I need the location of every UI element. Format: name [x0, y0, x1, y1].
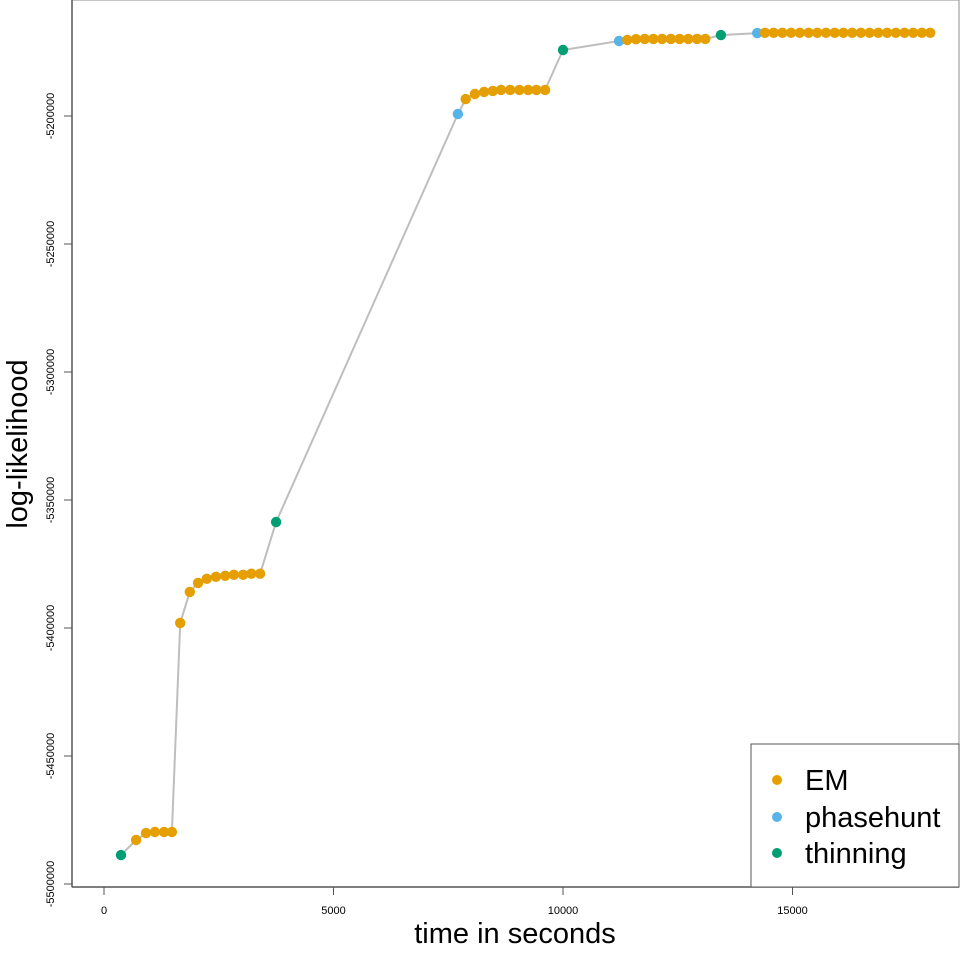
data-point-em	[514, 84, 525, 96]
data-point-em	[130, 834, 142, 846]
data-point-em	[505, 84, 516, 96]
data-point-em	[803, 27, 814, 38]
data-point-thinning	[270, 516, 282, 528]
data-point-em	[184, 586, 195, 598]
data-point-thinning	[557, 44, 569, 56]
data-point-em	[539, 84, 551, 96]
data-point-thinning	[115, 849, 127, 861]
data-point-em	[908, 27, 919, 38]
data-point-em	[691, 33, 703, 45]
data-point-em	[847, 27, 858, 38]
legend: EM phasehunt thinning	[750, 743, 960, 888]
data-point-em	[140, 827, 152, 839]
data-point-em	[246, 568, 257, 579]
data-point-phasehunt	[752, 27, 763, 39]
data-point-em	[630, 34, 642, 45]
data-point-em	[522, 84, 534, 96]
y-tick-label: -5400000	[45, 605, 57, 652]
data-point-em	[656, 33, 668, 45]
data-point-em	[460, 93, 471, 105]
y-tick-label: -5350000	[45, 477, 57, 524]
data-point-em	[201, 573, 212, 584]
data-point-em	[495, 84, 507, 96]
legend-label-phasehunt: phasehunt	[805, 802, 940, 834]
data-point-phasehunt	[613, 35, 625, 47]
data-point-em	[166, 826, 178, 838]
data-point-em	[531, 84, 542, 96]
data-point-em	[237, 569, 249, 580]
data-point-em	[192, 577, 204, 589]
data-point-em	[622, 34, 633, 46]
data-point-em	[768, 27, 779, 38]
data-point-em	[812, 27, 823, 38]
data-point-em	[149, 826, 161, 838]
data-point-em	[873, 27, 884, 38]
x-ticks: 0 5000 10000 15000	[101, 887, 808, 917]
x-tick-label: 10000	[548, 905, 579, 917]
data-point-em	[158, 826, 170, 838]
data-point-em	[683, 33, 694, 45]
data-point-em	[925, 27, 936, 38]
x-tick-label: 15000	[777, 905, 808, 917]
x-tick-label: 5000	[321, 905, 345, 917]
data-point-em	[864, 27, 875, 38]
legend-label-em: EM	[805, 765, 849, 797]
data-point-em	[254, 568, 266, 579]
y-tick-label: -5200000	[45, 93, 57, 140]
data-point-em	[478, 86, 490, 98]
data-point-em	[665, 33, 677, 45]
data-point-em	[794, 27, 805, 38]
data-points	[115, 27, 936, 861]
data-point-em	[469, 88, 481, 100]
data-point-em	[700, 33, 711, 45]
y-tick-label: -5250000	[45, 221, 57, 268]
data-point-em	[759, 27, 771, 38]
data-point-em	[829, 27, 840, 38]
data-point-em	[899, 27, 910, 38]
legend-marker-thinning	[772, 848, 782, 858]
data-point-em	[881, 27, 893, 38]
data-point-em	[855, 27, 867, 38]
data-point-em	[777, 27, 788, 38]
data-point-em	[838, 27, 849, 38]
data-point-em	[674, 33, 685, 45]
legend-marker-phasehunt	[772, 812, 782, 822]
x-tick-label: 0	[101, 905, 107, 917]
data-point-em	[639, 33, 650, 45]
data-point-em	[916, 27, 928, 38]
data-point-em	[890, 27, 901, 38]
data-point-em	[820, 27, 832, 38]
data-point-phasehunt	[452, 108, 464, 120]
data-point-thinning	[715, 29, 727, 41]
y-axis-title: log-likelihood	[2, 359, 34, 528]
y-ticks: -5500000 -5450000 -5400000 -5350000 -5300000…	[45, 93, 72, 908]
y-tick-label: -5450000	[45, 733, 57, 780]
y-tick-label: -5300000	[45, 349, 57, 396]
legend-label-thinning: thinning	[805, 838, 907, 870]
data-point-em	[487, 85, 498, 97]
data-point-em	[210, 571, 222, 582]
legend-box	[750, 743, 960, 888]
data-point-em	[175, 617, 186, 629]
data-point-em	[228, 569, 240, 580]
data-point-em	[648, 33, 659, 45]
y-tick-label: -5500000	[45, 861, 57, 908]
data-point-em	[220, 570, 231, 581]
data-point-em	[785, 27, 797, 38]
legend-marker-em	[772, 775, 782, 785]
x-axis-title: time in seconds	[414, 918, 616, 950]
